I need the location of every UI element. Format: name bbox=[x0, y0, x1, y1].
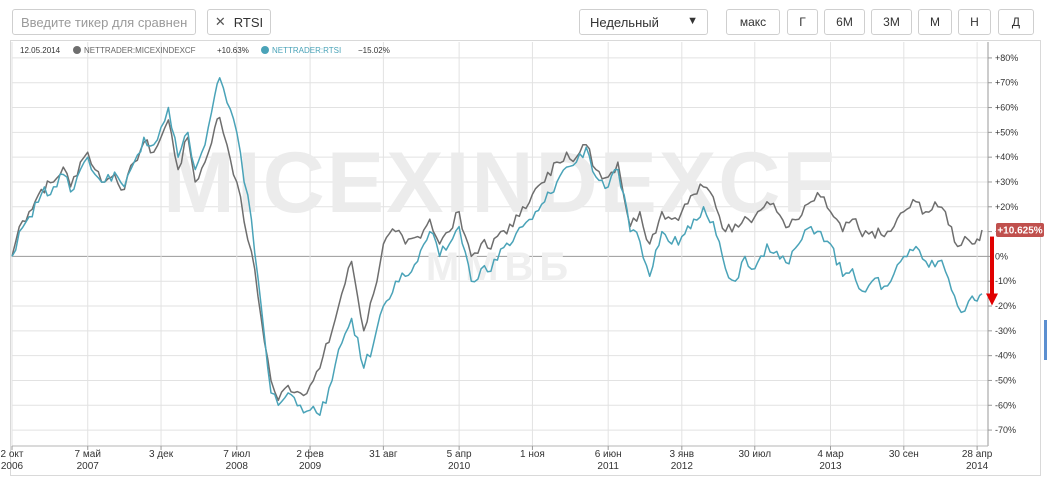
compare-chip-rtsi[interactable]: ✕ RTSI bbox=[207, 9, 271, 35]
x-tick-label: 2 окт bbox=[1, 449, 24, 460]
period-button-6m[interactable]: 6М bbox=[824, 9, 865, 35]
chart-frame bbox=[10, 40, 1041, 476]
legend-marker-rtsi bbox=[261, 46, 269, 54]
x-tick-label: 3 дек bbox=[149, 449, 174, 460]
x-tick-year: 2013 bbox=[819, 461, 842, 472]
period-button-max[interactable]: макс bbox=[726, 9, 780, 35]
arrow-head bbox=[986, 293, 998, 306]
interval-select-value: Недельный bbox=[590, 14, 659, 30]
interval-select[interactable]: Недельный ▼ bbox=[579, 9, 708, 35]
x-tick-year: 2006 bbox=[1, 461, 24, 472]
series-lines bbox=[11, 77, 983, 416]
legend-marker-micex bbox=[73, 46, 81, 54]
y-tick-label: -70% bbox=[995, 425, 1016, 435]
y-tick-label: +30% bbox=[995, 177, 1018, 187]
period-button-day[interactable]: Д bbox=[998, 9, 1034, 35]
watermark-main: MICEXINDEXCF bbox=[163, 135, 837, 231]
last-value-badge: +10.625% bbox=[996, 223, 1044, 238]
scroll-indicator[interactable] bbox=[1044, 320, 1047, 360]
period-button-3m[interactable]: 3М bbox=[871, 9, 912, 35]
toolbar: ✕ RTSI Недельный ▼ макс Г 6М 3М М Н Д bbox=[0, 0, 1047, 40]
ticker-search-input[interactable] bbox=[12, 9, 196, 35]
y-tick-label: +80% bbox=[995, 53, 1018, 63]
last-value-badge-text: +10.625% bbox=[997, 226, 1042, 237]
x-tick-label: 5 апр bbox=[447, 449, 472, 460]
red-arrow-annotation bbox=[986, 236, 998, 306]
x-tick-year: 2012 bbox=[671, 461, 694, 472]
y-tick-label: +50% bbox=[995, 127, 1018, 137]
caret-down-icon: ▼ bbox=[687, 15, 698, 27]
watermark-sub: ММВБ bbox=[426, 245, 574, 289]
y-tick-label: -10% bbox=[995, 276, 1016, 286]
legend-value-rtsi: −15.02% bbox=[358, 46, 390, 55]
x-tick-year: 2008 bbox=[226, 461, 249, 472]
y-tick-label: 0% bbox=[995, 251, 1008, 261]
legend-date: 12.05.2014 bbox=[20, 46, 61, 55]
y-tick-label: +70% bbox=[995, 78, 1018, 88]
y-tick-label: -50% bbox=[995, 375, 1016, 385]
close-icon[interactable]: ✕ bbox=[214, 14, 226, 29]
legend-name-rtsi: NETTRADER:RTSI bbox=[272, 46, 341, 55]
legend-value-micex: +10.63% bbox=[217, 46, 249, 55]
x-tick-label: 6 июн bbox=[595, 449, 622, 460]
x-tick-label: 7 май bbox=[75, 449, 101, 460]
x-tick-label: 3 янв bbox=[670, 449, 695, 460]
grid bbox=[11, 42, 988, 446]
y-tick-label: -60% bbox=[995, 400, 1016, 410]
x-tick-label: 31 авг bbox=[369, 449, 398, 460]
last-value-badge-bg bbox=[996, 223, 1044, 238]
y-tick-label: +40% bbox=[995, 152, 1018, 162]
y-tick-label: +60% bbox=[995, 103, 1018, 113]
x-tick-year: 2007 bbox=[77, 461, 100, 472]
x-tick-year: 2011 bbox=[597, 461, 619, 472]
y-tick-label: -20% bbox=[995, 301, 1016, 311]
x-tick-year: 2010 bbox=[448, 461, 471, 472]
y-tick-label: +20% bbox=[995, 202, 1018, 212]
x-tick-label: 30 сен bbox=[889, 449, 919, 460]
period-button-year[interactable]: Г bbox=[787, 9, 818, 35]
x-tick-label: 1 ноя bbox=[520, 449, 545, 460]
y-tick-label: -40% bbox=[995, 351, 1016, 361]
x-tick-label: 7 июл bbox=[223, 449, 250, 460]
watermark: MICEXINDEXCF ММВБ bbox=[163, 135, 837, 289]
x-tick-label: 30 июл bbox=[738, 449, 771, 460]
y-tick-label: -30% bbox=[995, 326, 1016, 336]
x-tick-label: 4 мар bbox=[817, 449, 844, 460]
compare-chip-label: RTSI bbox=[233, 14, 264, 30]
period-button-month[interactable]: М bbox=[918, 9, 952, 35]
x-tick-year: 2014 bbox=[966, 461, 989, 472]
period-button-week[interactable]: Н bbox=[958, 9, 991, 35]
x-tick-year: 2009 bbox=[299, 461, 322, 472]
series-line-micexindexcf bbox=[11, 116, 983, 402]
x-tick-label: 28 апр bbox=[962, 449, 993, 460]
series-line-rtsi bbox=[11, 77, 983, 416]
x-tick-label: 2 фев bbox=[296, 448, 323, 460]
legend-name-micex: NETTRADER:MICEXINDEXCF bbox=[84, 46, 196, 55]
legend: 12.05.2014 NETTRADER:MICEXINDEXCF +10.63… bbox=[20, 46, 390, 55]
